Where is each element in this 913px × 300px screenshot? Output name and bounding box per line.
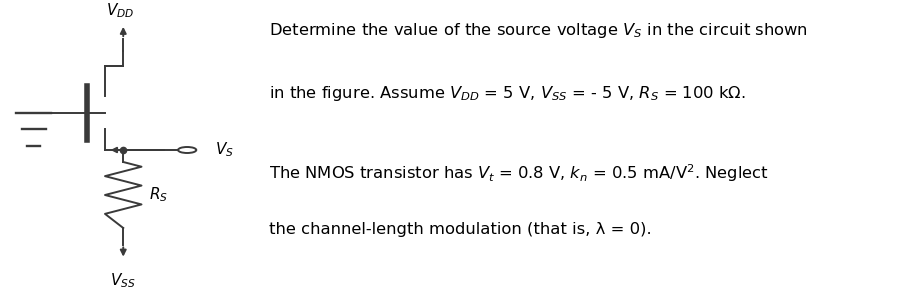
Text: $\mathit{V}_{SS}$: $\mathit{V}_{SS}$: [110, 271, 136, 290]
Text: The NMOS transistor has $\mathit{V}_{\mathit{t}}$ = 0.8 V, $\mathit{k}_{\mathit{: The NMOS transistor has $\mathit{V}_{\ma…: [269, 162, 770, 184]
Text: the channel-length modulation (that is, λ = 0).: the channel-length modulation (that is, …: [269, 222, 652, 237]
Text: Determine the value of the source voltage $\mathit{V_S}$ in the circuit shown: Determine the value of the source voltag…: [269, 21, 808, 40]
Text: $\mathit{V}_S$: $\mathit{V}_S$: [215, 141, 234, 159]
Circle shape: [178, 147, 196, 153]
Text: in the figure. Assume $\mathit{V}_{DD}$ = 5 V, $\mathit{V}_{SS}$ = - 5 V, $\math: in the figure. Assume $\mathit{V}_{DD}$ …: [269, 84, 746, 103]
Text: $\mathit{V}_{DD}$: $\mathit{V}_{DD}$: [106, 1, 135, 20]
Text: $\mathit{R}_S$: $\mathit{R}_S$: [149, 186, 168, 204]
